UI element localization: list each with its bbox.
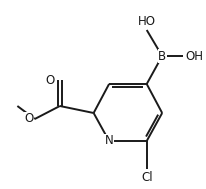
Text: O: O xyxy=(46,74,55,87)
Text: HO: HO xyxy=(138,15,156,28)
Text: OH: OH xyxy=(185,50,203,63)
Text: Cl: Cl xyxy=(141,171,152,184)
Text: O: O xyxy=(25,112,34,125)
Text: N: N xyxy=(105,135,114,147)
Text: B: B xyxy=(158,50,166,63)
